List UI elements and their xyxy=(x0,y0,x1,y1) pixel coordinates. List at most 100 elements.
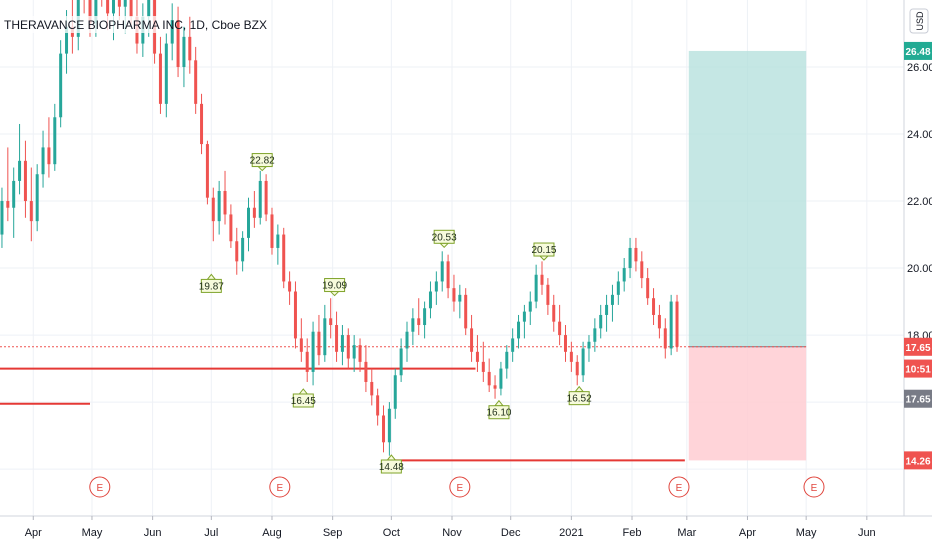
price-label-box xyxy=(904,359,932,378)
candle-body xyxy=(411,318,415,332)
candle-body xyxy=(382,415,386,443)
candle-body xyxy=(0,201,4,235)
candle-body xyxy=(293,291,297,339)
candle-body xyxy=(370,381,374,396)
price-label-text: 17.65 xyxy=(905,343,930,354)
candle-body xyxy=(593,328,597,342)
time-tick-label: Apr xyxy=(25,527,42,539)
candle-body xyxy=(241,237,245,262)
price-label-box xyxy=(904,451,932,470)
time-tick-label: Jun xyxy=(144,527,162,539)
candle-series xyxy=(0,0,679,456)
candle-body xyxy=(235,241,239,262)
candle-body xyxy=(575,361,579,376)
annotation-label: 22.82 xyxy=(250,156,275,167)
candle-body xyxy=(35,174,39,222)
annotation-box xyxy=(380,459,402,474)
earnings-marker-label: E xyxy=(456,483,463,494)
annotation-label: 20.53 xyxy=(432,232,457,243)
candle-body xyxy=(176,20,180,68)
earnings-marker-label: E xyxy=(676,483,683,494)
annotation-label: 19.09 xyxy=(322,281,347,292)
annotation-label: 16.10 xyxy=(486,408,511,419)
candle-body xyxy=(252,207,256,218)
annotation-box xyxy=(488,405,510,420)
annotation-box xyxy=(200,278,222,293)
candle-body xyxy=(129,0,133,17)
annotation-box xyxy=(533,242,555,257)
time-tick-label: Mar xyxy=(677,527,696,539)
candle-body xyxy=(452,288,456,302)
earnings-marker-label: E xyxy=(811,483,818,494)
price-tick-label: 22.00 xyxy=(907,196,932,208)
candle-body xyxy=(605,304,609,315)
time-tick-label: Feb xyxy=(623,527,642,539)
price-label-text: 10:51 xyxy=(905,365,931,376)
candle-body xyxy=(393,375,397,409)
candle-body xyxy=(311,331,315,372)
candle-body xyxy=(663,328,667,349)
candle-body xyxy=(628,247,632,269)
candle-body xyxy=(352,345,356,359)
candle-body xyxy=(599,314,603,329)
loss-zone[interactable] xyxy=(688,346,807,461)
horizontal-lines[interactable] xyxy=(0,346,807,462)
candle-body xyxy=(205,144,209,198)
price-tick-label: 20.00 xyxy=(907,263,932,275)
candle-body xyxy=(634,247,638,262)
candle-body xyxy=(65,26,69,54)
candle-body xyxy=(12,180,16,208)
annotation-label: 20.15 xyxy=(531,245,556,256)
earnings-marker-icon[interactable] xyxy=(803,476,825,498)
candle-body xyxy=(111,0,115,14)
time-tick-label: May xyxy=(82,527,103,539)
candle-body xyxy=(223,190,227,215)
time-tick-label: Jun xyxy=(858,527,876,539)
profit-zone[interactable] xyxy=(688,50,807,347)
candle-body xyxy=(622,268,626,282)
time-axis[interactable]: Apr May Jun Jul Aug Sep Oct Nov Dec 2021 Feb Mar Apr… xyxy=(25,516,876,539)
candle-body xyxy=(94,0,98,24)
price-label-box xyxy=(904,389,932,408)
candle-body xyxy=(282,234,286,282)
candle-body xyxy=(305,351,309,372)
candle-body xyxy=(470,328,474,352)
candle-body xyxy=(610,294,614,305)
candle-body xyxy=(188,36,192,61)
candle-body xyxy=(487,371,491,386)
candle-body xyxy=(217,190,221,222)
candle-body xyxy=(18,160,22,181)
candle-body xyxy=(88,0,92,24)
earnings-marker-icon[interactable] xyxy=(269,476,291,498)
earnings-marker-icon[interactable] xyxy=(449,476,471,498)
candle-body xyxy=(481,361,485,372)
annotation-label: 19.87 xyxy=(199,281,224,292)
candle-body xyxy=(264,180,268,215)
earnings-marker-icon[interactable] xyxy=(89,476,111,498)
price-annotations: 22.82 19.87 19.09 16.45 14.48 20.53 16.10 20.15… xyxy=(199,153,592,474)
candle-body xyxy=(640,261,644,279)
candle-body xyxy=(657,314,661,329)
candle-body xyxy=(288,281,292,292)
price-tick-label: 26.00 xyxy=(907,62,932,74)
annotation-box xyxy=(251,153,273,168)
candle-body xyxy=(123,0,127,7)
candle-body xyxy=(47,147,51,165)
time-tick-label: Nov xyxy=(442,527,462,539)
candle-body xyxy=(346,335,350,359)
candle-body xyxy=(59,53,63,118)
candle-body xyxy=(6,201,10,208)
candle-body xyxy=(158,53,162,104)
currency-button[interactable] xyxy=(909,8,929,34)
candle-body xyxy=(194,60,198,104)
earnings-marker-icon[interactable] xyxy=(668,476,690,498)
time-tick-label: May xyxy=(796,527,817,539)
time-tick-label: Aug xyxy=(262,527,282,539)
candle-body xyxy=(335,325,339,352)
candle-body xyxy=(652,298,656,315)
position-tool[interactable] xyxy=(688,50,807,461)
candle-body xyxy=(646,278,650,299)
price-axis-labels: 26.48 17.65 10:51 17.65 14.26 xyxy=(904,41,932,470)
